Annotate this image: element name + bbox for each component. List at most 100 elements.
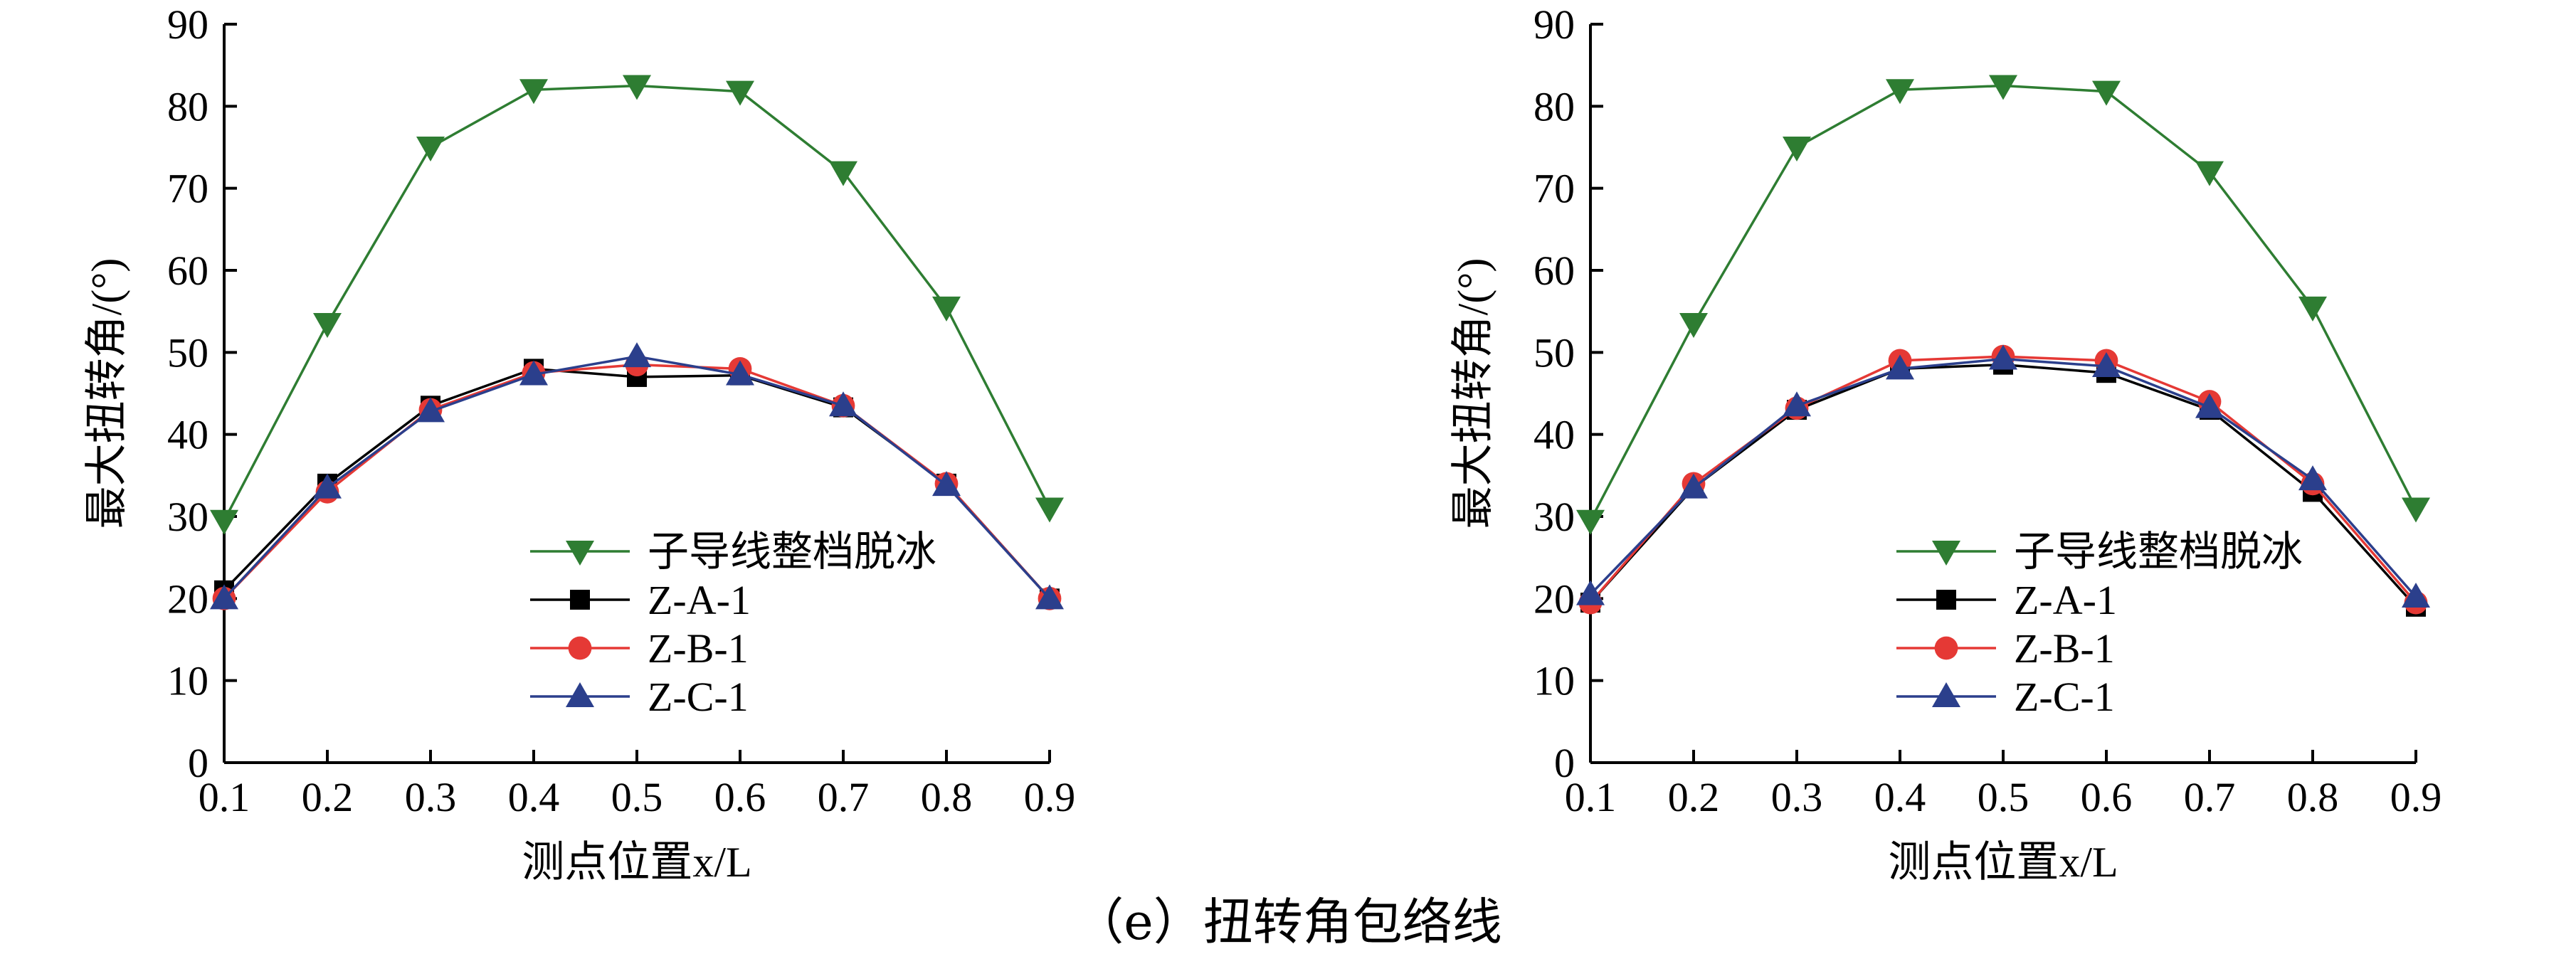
data-point	[519, 79, 548, 105]
data-point	[1886, 354, 1914, 380]
y-tick-label: 20	[1534, 576, 1575, 622]
y-tick-label: 20	[167, 576, 208, 622]
data-point	[1576, 580, 1605, 605]
legend-marker	[1932, 682, 1960, 707]
y-tick-label: 50	[1534, 329, 1575, 376]
y-tick-label: 10	[167, 658, 208, 704]
data-point	[313, 312, 342, 338]
x-axis-label: 测点位置x/L	[522, 839, 751, 886]
y-axis-label: 最大扭转角/(°)	[83, 258, 130, 529]
legend-label: Z-B-1	[2014, 625, 2115, 672]
legend-marker	[566, 682, 594, 707]
y-tick-label: 90	[1534, 1, 1575, 48]
data-point	[726, 80, 754, 106]
y-tick-label: 90	[167, 1, 208, 48]
data-point	[2402, 583, 2430, 608]
y-tick-label: 80	[167, 83, 208, 129]
data-point	[1783, 391, 1811, 417]
y-tick-label: 40	[167, 412, 208, 458]
data-point	[1989, 75, 2017, 100]
x-tick-label: 0.6	[714, 774, 766, 820]
legend-marker	[1932, 541, 1960, 566]
x-tick-label: 0.6	[2081, 774, 2133, 820]
data-point	[829, 391, 857, 417]
data-point	[2298, 296, 2327, 322]
series-line-1	[1589, 84, 2417, 521]
legend-label: Z-C-1	[648, 674, 749, 720]
y-tick-label: 70	[167, 166, 208, 212]
x-tick-label: 0.4	[1874, 774, 1926, 820]
x-tick-label: 0.9	[2390, 774, 2442, 820]
x-tick-label: 0.1	[199, 774, 250, 820]
data-point	[210, 509, 238, 535]
legend-marker	[1934, 636, 1958, 660]
x-tick-label: 0.7	[818, 774, 870, 820]
legend-label: Z-C-1	[2014, 674, 2115, 720]
chart-panel-2: 0 10 20 30 40 50 60 70 80 90 0.1 0.2 0.3 0.4 0.5 0.6 0.7…	[1450, 1, 2442, 886]
data-point	[2402, 497, 2430, 523]
x-tick-label: 0.9	[1024, 774, 1076, 820]
y-tick-label: 30	[1534, 494, 1575, 540]
data-point	[313, 473, 342, 499]
x-tick-label: 0.5	[1978, 774, 2029, 820]
x-axis-label: 测点位置x/L	[1888, 839, 2118, 886]
data-point	[2298, 465, 2327, 491]
legend-marker	[568, 636, 592, 660]
x-tick-label: 0.8	[921, 774, 973, 820]
data-point	[1679, 473, 1708, 499]
x-tick-label: 0.4	[508, 774, 560, 820]
data-point	[932, 471, 961, 497]
series-line-1	[223, 84, 1051, 521]
data-point	[623, 75, 651, 100]
y-tick-label: 0	[188, 740, 208, 786]
legend-label: Z-B-1	[648, 625, 749, 672]
y-tick-label: 50	[167, 329, 208, 376]
data-point	[416, 137, 445, 161]
data-point	[623, 342, 651, 368]
figure-caption: （e）扭转角包络线	[1074, 893, 1502, 951]
data-point	[1035, 497, 1064, 523]
data-point	[1035, 584, 1064, 610]
data-point	[1679, 312, 1708, 338]
legend-label: 子导线整档脱冰	[2014, 529, 2303, 575]
y-tick-label: 30	[167, 494, 208, 540]
x-tick-label: 0.2	[302, 774, 354, 820]
data-point	[932, 296, 961, 322]
x-tick-label: 0.3	[405, 774, 457, 820]
legend-marker	[1936, 590, 1956, 610]
y-tick-label: 60	[167, 248, 208, 294]
data-point	[829, 161, 857, 186]
x-tick-label: 0.5	[611, 774, 663, 820]
data-point	[210, 584, 238, 610]
data-point	[1783, 137, 1811, 161]
legend-label: Z-A-1	[648, 577, 751, 623]
data-point	[1576, 509, 1605, 535]
y-tick-label: 10	[1534, 658, 1575, 704]
data-point	[1886, 79, 1914, 105]
data-point	[2092, 351, 2121, 377]
x-tick-label: 0.8	[2287, 774, 2339, 820]
data-point	[726, 360, 754, 386]
y-tick-label: 70	[1534, 166, 1575, 212]
x-tick-label: 0.7	[2184, 774, 2236, 820]
data-point	[2195, 161, 2224, 186]
legend-label: Z-A-1	[2014, 577, 2117, 623]
data-point	[416, 397, 445, 423]
x-tick-label: 0.3	[1771, 774, 1823, 820]
y-tick-label: 80	[1534, 83, 1575, 129]
chart-panel-1: 0 10 20 30 40 50 60 70 80 90 0.1 0.2 0.3 0.4 0.5 0.6 0.7…	[83, 1, 1075, 886]
data-point	[519, 360, 548, 386]
legend-label: 子导线整档脱冰	[648, 529, 936, 575]
y-tick-label: 0	[1554, 740, 1575, 786]
x-tick-label: 0.2	[1668, 774, 1720, 820]
data-point	[2195, 393, 2224, 418]
y-tick-label: 60	[1534, 248, 1575, 294]
y-tick-label: 40	[1534, 412, 1575, 458]
y-axis-label: 最大扭转角/(°)	[1450, 258, 1496, 529]
legend-marker	[570, 590, 590, 610]
legend-marker	[566, 541, 594, 566]
x-tick-label: 0.1	[1565, 774, 1617, 820]
data-point	[1989, 344, 2017, 370]
